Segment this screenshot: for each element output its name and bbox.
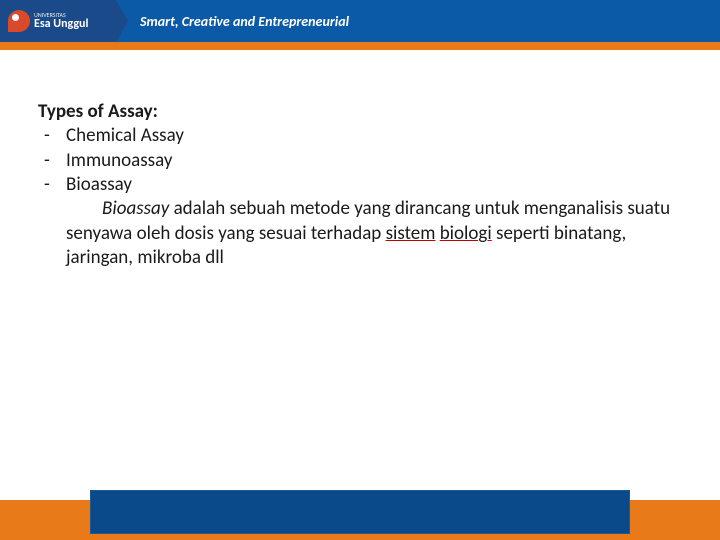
desc-lead: Bioassay [66,197,169,220]
logo-text: UNIVERSITAS Esa Unggul [34,12,88,30]
list-item: Chemical Assay [38,124,682,148]
header-divider [0,42,720,50]
description: Bioassay adalah sebuah metode yang diran… [38,197,682,270]
slide-content: Types of Assay: Chemical Assay Immunoass… [0,50,720,270]
content-title: Types of Assay: [38,100,682,124]
desc-highlight: sistem [386,222,436,245]
list-item: Immunoassay [38,149,682,173]
slide-header: UNIVERSITAS Esa Unggul Smart, Creative a… [0,0,720,42]
logo-subtitle: UNIVERSITAS [34,12,88,18]
logo-title: Esa Unggul [34,17,88,31]
logo-icon [8,10,30,32]
footer-blue-box [90,490,630,534]
list-item: Bioassay [38,173,682,197]
logo-area: UNIVERSITAS Esa Unggul [0,0,116,42]
assay-list: Chemical Assay Immunoassay Bioassay [38,124,682,197]
slide-footer [0,500,720,540]
desc-highlight: biologi [440,222,492,245]
tagline: Smart, Creative and Entrepreneurial [116,0,720,42]
